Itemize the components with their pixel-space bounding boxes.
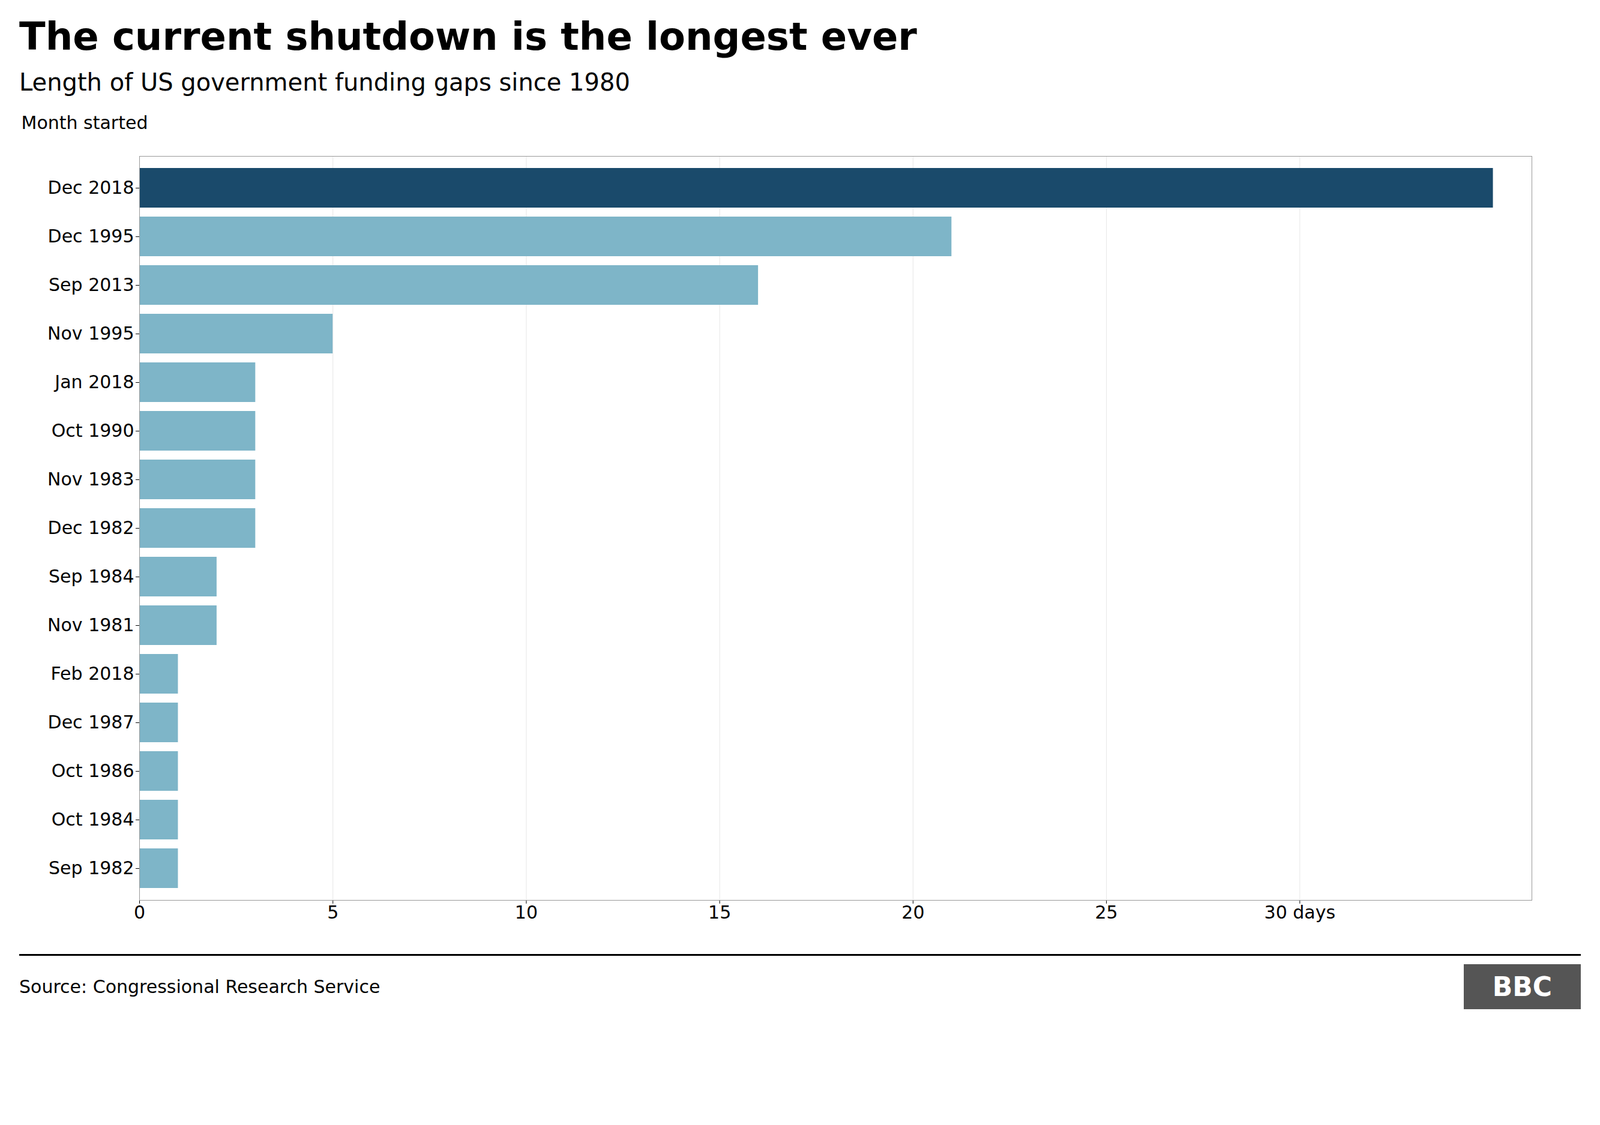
svg-text:Nov 1981: Nov 1981: [47, 614, 134, 636]
svg-text:Sep 1982: Sep 1982: [48, 857, 134, 879]
svg-text:Jan 2018: Jan 2018: [53, 371, 134, 393]
html-text:Source: Congressional Research: Source: Congressional Research Service: [19, 976, 381, 998]
svg-text:30 days: 30 days: [1264, 902, 1336, 924]
svg-text:Dec 1995: Dec 1995: [48, 225, 135, 247]
svg-text:25: 25: [1095, 902, 1119, 924]
svg-text:Nov 1995: Nov 1995: [47, 322, 134, 344]
svg-text:Dec 1982: Dec 1982: [48, 517, 135, 539]
svg-text:Month started: Month started: [21, 114, 149, 134]
html-text:The current shutdown is the lo: The current shutdown is the longest ever: [19, 14, 917, 59]
svg-text:0: 0: [133, 902, 146, 924]
svg-text:Oct 1990: Oct 1990: [51, 420, 135, 442]
html-text:Length of US government fundin: Length of US government funding gaps sin…: [19, 68, 631, 97]
svg-text:Feb 2018: Feb 2018: [51, 663, 135, 685]
svg-text:Dec 2018: Dec 2018: [48, 177, 135, 199]
svg-text:10: 10: [514, 902, 538, 924]
svg-text:Dec 1987: Dec 1987: [48, 711, 135, 733]
svg-text:Sep 1984: Sep 1984: [48, 565, 134, 587]
svg-text:Sep 2013: Sep 2013: [48, 274, 134, 296]
svg-text:Oct 1986: Oct 1986: [51, 760, 135, 782]
svg-text:Oct 1984: Oct 1984: [51, 809, 135, 831]
svg-text:5: 5: [327, 902, 339, 924]
html-text:BBC: BBC: [1492, 971, 1552, 1003]
svg-text:20: 20: [901, 902, 925, 924]
svg-text:15: 15: [708, 902, 731, 924]
svg-text:Nov 1983: Nov 1983: [47, 468, 134, 490]
